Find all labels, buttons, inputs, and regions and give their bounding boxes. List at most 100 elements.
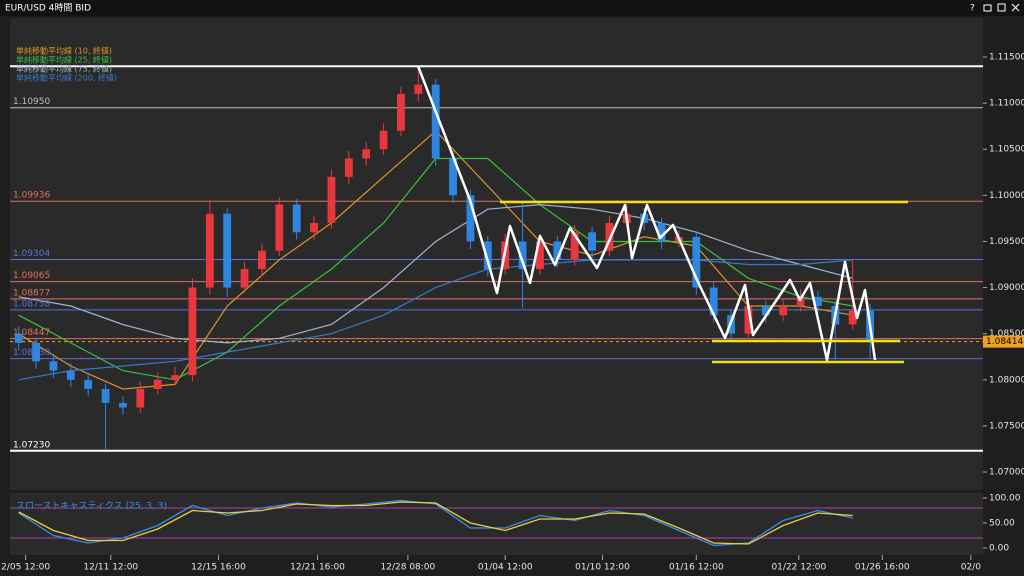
candle-body — [310, 223, 318, 233]
candle-body — [171, 375, 179, 380]
y-tick-label: 1.11000 — [989, 99, 1024, 109]
candle-body — [553, 241, 562, 260]
indicator-title: スローストキャスティクス (25, 3, 3) — [16, 501, 167, 512]
y-tick-label: 1.11500 — [989, 53, 1024, 63]
candle-body — [483, 241, 492, 270]
candle-body — [518, 241, 527, 270]
candle-body — [49, 361, 58, 371]
candle-body — [605, 223, 614, 251]
x-tick-label: 12/28 08:00 — [381, 563, 436, 573]
candle-body — [119, 402, 127, 408]
label-layer: 1.07000 1.07500 1.08000 1.08500 1.09000 1.095… — [1, 46, 1024, 573]
moving-average-line — [18, 203, 853, 344]
y-tick-label: 1.08000 — [989, 375, 1024, 385]
y-tick-label: 1.09000 — [989, 283, 1024, 293]
candle-body — [761, 306, 770, 316]
minimize-button[interactable] — [983, 4, 992, 12]
candle-body — [101, 389, 110, 403]
legend-entry: 単純移動平均線 (25, 終値) — [16, 55, 112, 65]
candle-body — [379, 130, 388, 150]
y-tick-label: 1.08500 — [989, 329, 1024, 339]
legend-entry: 単純移動平均線 (75, 終値) — [16, 64, 112, 74]
y-tick-label: 50.00 — [989, 519, 1015, 529]
zigzag-line — [416, 65, 877, 362]
level-label: 1.09936 — [13, 191, 50, 201]
level-label: 1.08877 — [13, 288, 50, 298]
maximize-button[interactable] — [997, 3, 1006, 12]
candle-body — [779, 306, 788, 316]
candle-body — [848, 310, 857, 325]
x-tick-label: 01/04 12:00 — [478, 563, 533, 573]
price-pane — [10, 18, 983, 490]
x-tick-label: 01/10 12:00 — [575, 563, 630, 573]
x-tick-label: 12/15 16:00 — [191, 563, 246, 573]
trend-drawings — [416, 65, 908, 364]
candle-body — [188, 287, 197, 376]
candle-body — [275, 204, 284, 251]
y-tick-label: 100.00 — [989, 494, 1021, 504]
window-controls[interactable]: ? — [970, 3, 1020, 14]
candle-body — [397, 93, 405, 131]
moving-average-line — [18, 259, 853, 381]
y-tick-label: 0.00 — [989, 544, 1009, 554]
candle-body — [205, 213, 214, 288]
y-tick-label: 1.10000 — [989, 191, 1024, 201]
stochastic-line — [18, 499, 853, 547]
stochastic-pane — [10, 493, 983, 555]
candle-body — [153, 379, 162, 390]
current-price-tag — [983, 335, 1024, 348]
candle-body — [136, 389, 145, 408]
candle-body — [466, 195, 475, 242]
candle-body — [431, 84, 440, 159]
level-label: 1.09304 — [13, 249, 50, 259]
candle-body — [14, 333, 23, 343]
level-label: 1.10950 — [13, 97, 50, 107]
candle-body — [744, 306, 753, 334]
candle-body — [32, 342, 40, 362]
x-tick-label: 01/16 12:00 — [669, 563, 724, 573]
level-label: 1.08447 — [13, 328, 50, 338]
candle-body — [344, 158, 353, 177]
window-title: EUR/USD 4時間 BID — [5, 3, 91, 14]
candle-body — [414, 84, 423, 94]
level-label: 1.09065 — [13, 271, 50, 281]
x-tick-label: 02/0 — [961, 563, 981, 573]
close-button[interactable] — [1011, 3, 1020, 12]
candle-body — [570, 232, 579, 260]
candle-body — [362, 149, 371, 159]
candle-body — [449, 158, 457, 196]
candle-body — [692, 236, 701, 288]
current-price-label: 1.08414 — [986, 337, 1023, 347]
candle-body — [84, 379, 93, 390]
candle-body — [657, 223, 666, 242]
candle-body — [66, 370, 75, 380]
y-tick-label: 1.10500 — [989, 145, 1024, 155]
stochastic-line — [18, 501, 853, 545]
level-label: 1.08230 — [13, 348, 50, 358]
legend-entry: 単純移動平均線 (200, 終値) — [16, 73, 117, 83]
candle-body — [258, 250, 266, 270]
candle-body — [292, 204, 301, 233]
candle-body — [796, 296, 805, 307]
y-tick-label: 1.07000 — [989, 468, 1024, 478]
x-tick-label: 01/22 12:00 — [771, 563, 826, 573]
help-button[interactable]: ? — [970, 4, 975, 14]
candle-body — [536, 241, 544, 270]
candle-body — [327, 176, 336, 224]
y-tick-label: 1.07500 — [989, 421, 1024, 431]
y-tick-label: 1.09500 — [989, 237, 1024, 247]
x-tick-label: 12/11 12:00 — [83, 563, 138, 573]
x-tick-label: 2/05 12:00 — [1, 563, 50, 573]
candle-body — [709, 287, 718, 316]
candle-body — [588, 232, 596, 251]
x-tick-label: 12/21 16:00 — [290, 563, 345, 573]
title-bar — [0, 0, 1024, 16]
candle-body — [240, 269, 249, 288]
legend-entry: 単純移動平均線 (10, 終値) — [16, 46, 112, 56]
candle-body — [814, 296, 822, 307]
level-label: 1.08758 — [13, 299, 50, 309]
candle-body — [223, 213, 232, 288]
x-tick-label: 01/26 16:00 — [855, 563, 910, 573]
